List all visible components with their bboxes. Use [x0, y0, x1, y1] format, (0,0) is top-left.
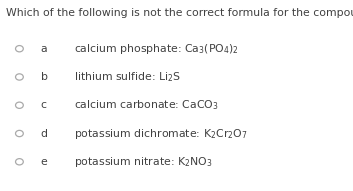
Text: b: b — [41, 72, 48, 82]
Text: e: e — [41, 157, 47, 167]
Text: potassium nitrate: K$_2$NO$_3$: potassium nitrate: K$_2$NO$_3$ — [74, 155, 213, 169]
Text: a: a — [41, 44, 47, 54]
Text: d: d — [41, 129, 48, 138]
Text: lithium sulfide: Li$_2$S: lithium sulfide: Li$_2$S — [74, 70, 181, 84]
Text: calcium phosphate: Ca$_3$(PO$_4$)$_2$: calcium phosphate: Ca$_3$(PO$_4$)$_2$ — [74, 42, 239, 56]
Text: c: c — [41, 100, 47, 110]
Text: calcium carbonate: CaCO$_3$: calcium carbonate: CaCO$_3$ — [74, 98, 219, 112]
Text: Which of the following is not the correct formula for the compound named?: Which of the following is not the correc… — [6, 8, 353, 18]
Text: potassium dichromate: K$_2$Cr$_2$O$_7$: potassium dichromate: K$_2$Cr$_2$O$_7$ — [74, 126, 248, 141]
